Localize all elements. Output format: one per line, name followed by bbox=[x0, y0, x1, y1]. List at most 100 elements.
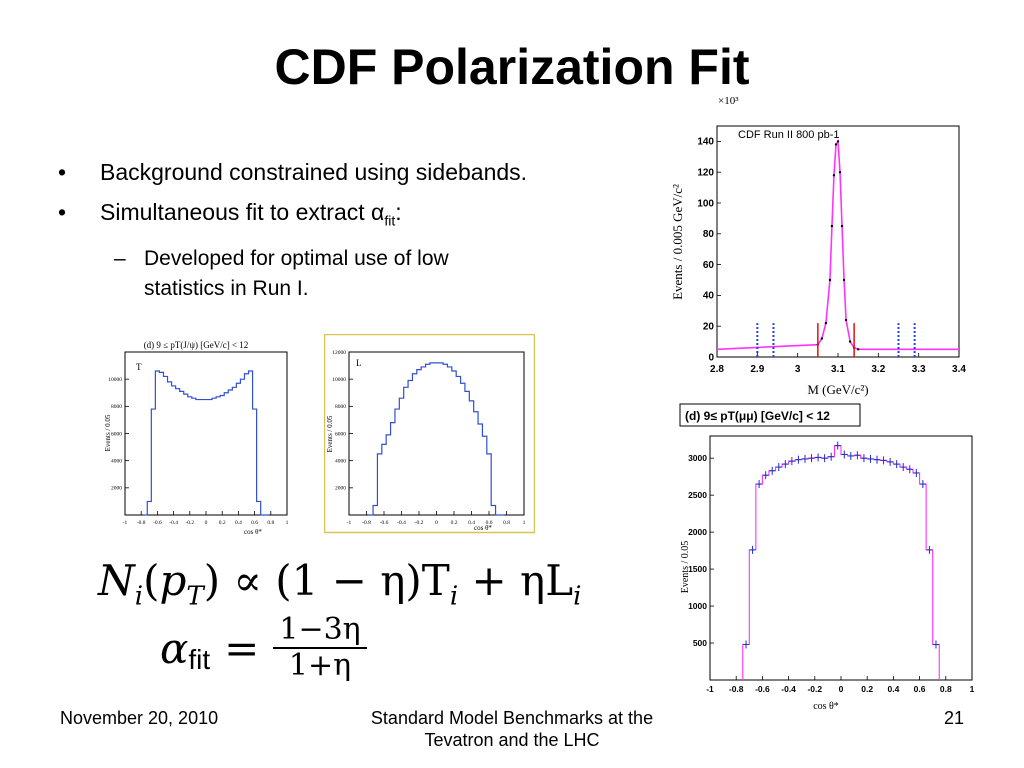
y-tick-label: 2000 bbox=[111, 486, 122, 492]
data-point bbox=[856, 348, 860, 351]
plot-marks: -1 -0.8 -0.6 -0.4 -0.2 0 0.2 0.4 0.6 0.8 150010001… bbox=[688, 441, 975, 694]
x-tick-label: -0.4 bbox=[169, 520, 178, 526]
x-tick-label: 0 bbox=[205, 520, 208, 526]
y-axis-label: Events / 0.05 bbox=[326, 415, 334, 452]
x-tick-label: 3.3 bbox=[912, 364, 926, 375]
x-tick-label: 0.2 bbox=[861, 684, 873, 694]
y-tick-label: 12000 bbox=[332, 350, 346, 356]
y-tick-label: 6000 bbox=[335, 431, 346, 437]
formula-fraction: 1−3η 1+η bbox=[273, 613, 367, 683]
bullet-dot: • bbox=[58, 159, 67, 185]
subbullet-low-statistics: – Developed for optimal use of low stati… bbox=[58, 244, 528, 304]
x-axis-label: cos θ* bbox=[474, 524, 492, 532]
x-tick-label: 2.8 bbox=[710, 364, 724, 375]
data-point bbox=[840, 224, 844, 228]
x-axis-label: M (GeV/c²) bbox=[807, 382, 868, 397]
data-point bbox=[836, 140, 840, 143]
y-tick-label: 4000 bbox=[335, 459, 346, 465]
x-tick-label: -0.2 bbox=[415, 520, 424, 526]
x-axis-label: cos θ* bbox=[244, 528, 262, 536]
x-tick-label: -1 bbox=[347, 520, 352, 526]
y-unit-label: ×10³ bbox=[718, 95, 739, 107]
y-tick-label: 3000 bbox=[688, 453, 707, 463]
formula-t-term: (1 − η)T bbox=[275, 556, 450, 605]
formula-numerator: 1−3η bbox=[273, 613, 367, 649]
y-tick-label: 0 bbox=[708, 352, 714, 363]
x-tick-label: 0.2 bbox=[451, 520, 458, 526]
formula-p-sub: T bbox=[186, 581, 204, 612]
chart-title: (d) 9 ≤ pT(J/ψ) [GeV/c] < 12 bbox=[144, 340, 249, 350]
x-tick-label: 3 bbox=[795, 364, 801, 375]
data-point bbox=[838, 171, 842, 174]
mass-distribution-plot: ×10³ CDF Run II 800 pb-1 M (GeV/c²) Even… bbox=[670, 95, 966, 397]
formula-alpha-sub: fit bbox=[188, 644, 211, 675]
bullet-simultaneous-fit: • Simultaneous fit to extract αfit: bbox=[58, 195, 528, 238]
y-tick-label: 80 bbox=[703, 229, 715, 240]
footer-page-number: 21 bbox=[943, 708, 964, 728]
x-tick-label: 3.2 bbox=[871, 364, 885, 375]
bullet-subscript: fit bbox=[384, 212, 396, 229]
x-tick-label: 0.4 bbox=[887, 684, 899, 694]
bullet-text: Simultaneous fit to extract α bbox=[100, 199, 385, 225]
x-tick-label: 1 bbox=[286, 520, 289, 526]
dataset-label: CDF Run II 800 pb-1 bbox=[738, 129, 840, 141]
plot-frame bbox=[709, 435, 973, 681]
x-tick-label: 0.4 bbox=[468, 520, 475, 526]
y-tick-label: 100 bbox=[697, 198, 714, 209]
x-tick-label: 0.4 bbox=[235, 520, 242, 526]
y-axis-label: Events / 0.005 GeV/c² bbox=[670, 184, 685, 300]
data-point bbox=[830, 224, 834, 228]
x-tick-label: -0.4 bbox=[397, 520, 406, 526]
footer-center: Standard Model Benchmarks at the Tevatro… bbox=[370, 708, 654, 750]
x-tick-label: -0.6 bbox=[755, 684, 770, 694]
x-tick-label: 1 bbox=[523, 520, 526, 526]
formula-l-term: + ηL bbox=[471, 556, 574, 605]
y-tick-label: 40 bbox=[703, 291, 715, 302]
bullet-text: Background constrained using sidebands. bbox=[100, 159, 528, 185]
y-tick-label: 120 bbox=[697, 168, 714, 179]
y-tick-label: 2000 bbox=[335, 486, 346, 492]
bullet-colon: : bbox=[395, 199, 402, 225]
chart-label: T bbox=[136, 362, 142, 372]
x-tick-label: -1 bbox=[123, 520, 128, 526]
data-point bbox=[828, 278, 832, 282]
y-tick-label: 4000 bbox=[111, 459, 122, 465]
x-tick-label: -0.6 bbox=[153, 520, 162, 526]
y-tick-label: 20 bbox=[703, 322, 715, 333]
x-tick-label: 0.6 bbox=[486, 520, 493, 526]
formula-alpha: α bbox=[160, 623, 189, 673]
x-tick-label: 0.6 bbox=[251, 520, 258, 526]
formula-l-sub: i bbox=[573, 581, 582, 612]
plot-frame bbox=[348, 351, 525, 516]
x-tick-label: -0.4 bbox=[781, 684, 796, 694]
y-tick-label: 1000 bbox=[688, 601, 707, 611]
x-tick-label: -0.8 bbox=[729, 684, 744, 694]
slide-title: CDF Polarization Fit bbox=[274, 39, 750, 95]
x-tick-label: 0.2 bbox=[219, 520, 226, 526]
data-point bbox=[832, 174, 836, 177]
plot-frame bbox=[716, 125, 960, 358]
y-tick-label: 6000 bbox=[111, 431, 122, 437]
x-tick-label: -0.2 bbox=[185, 520, 194, 526]
y-axis-label: Events / 0.05 bbox=[104, 414, 112, 451]
x-axis-label: cos θ* bbox=[813, 701, 839, 712]
x-tick-label: 0 bbox=[839, 684, 844, 694]
x-tick-label: 3.4 bbox=[952, 364, 966, 375]
plot-frame bbox=[124, 351, 288, 516]
data-point bbox=[820, 337, 824, 340]
y-tick-label: 10000 bbox=[332, 377, 346, 383]
histogram-longitudinal: L cos θ* Events / 0.05 -1 -0.8 -0.6 -0.4 -0.… bbox=[324, 334, 535, 534]
x-tick-label: 3.1 bbox=[831, 364, 845, 375]
bullet-background: • Background constrained using sidebands… bbox=[58, 155, 528, 189]
x-tick-label: 0.6 bbox=[914, 684, 926, 694]
data-point bbox=[844, 318, 848, 322]
formula-n-sub: i bbox=[134, 581, 144, 612]
fit-result-plot: (d) 9≤ pT(μμ) [GeV/c] < 12 cos θ* Events… bbox=[679, 403, 975, 712]
formula-denominator: 1+η bbox=[288, 648, 352, 683]
y-tick-label: 2500 bbox=[688, 490, 707, 500]
y-tick-label: 60 bbox=[703, 260, 715, 271]
y-tick-label: 1500 bbox=[688, 564, 707, 574]
histogram-line bbox=[368, 362, 505, 516]
y-tick-label: 2000 bbox=[688, 527, 707, 537]
formula-equals: = bbox=[224, 623, 260, 673]
